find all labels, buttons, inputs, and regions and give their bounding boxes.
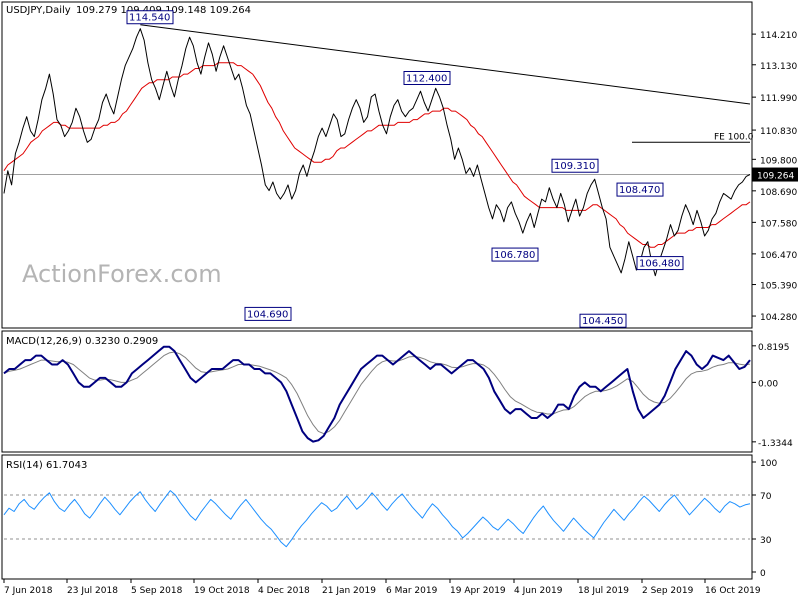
price-annotation-box xyxy=(491,247,539,262)
x-tick-label: 16 Oct 2019 xyxy=(705,586,761,596)
x-tick-label: 4 Dec 2018 xyxy=(258,586,310,596)
x-tick-label: 21 Jan 2019 xyxy=(322,586,376,596)
price-y-tick-label: 114.210 xyxy=(760,31,797,41)
price-y-tick-label: 108.690 xyxy=(760,188,797,198)
macd-series xyxy=(3,345,751,443)
price-y-tick-label: 105.390 xyxy=(760,282,797,292)
macd-y-tick-label: -1.3344 xyxy=(758,439,793,449)
x-tick-label: 18 Jul 2019 xyxy=(578,586,629,596)
x-tick-label: 5 Sep 2018 xyxy=(131,586,183,596)
price-annotation-label: 109.310 xyxy=(554,161,595,172)
price-y-tick-label: 110.830 xyxy=(760,127,797,137)
x-tick-label: 19 Oct 2018 xyxy=(194,586,250,596)
rsi-label: RSI(14) 61.7043 xyxy=(6,460,87,471)
price-axis: 114.210 113.130 111.990 110.830 109.800 108.6… xyxy=(752,31,798,323)
macd-y-tick-label: 0.8195 xyxy=(758,343,790,353)
macd-axis: 0.8195 0.00 -1.3344 xyxy=(752,343,793,449)
fe-label: FE 100.0 xyxy=(714,132,754,142)
macd-line xyxy=(3,345,751,443)
price-annotation-box xyxy=(551,158,599,173)
price-annotation-box xyxy=(579,313,627,328)
rsi-y-tick-label: 30 xyxy=(760,536,772,546)
rsi-y-tick-label: 100 xyxy=(760,459,777,469)
price-annotation-box xyxy=(636,256,684,271)
x-axis: 7 Jun 2018 23 Jul 2018 5 Sep 2018 19 Oct 20… xyxy=(3,579,761,596)
price-y-tick-label: 113.130 xyxy=(760,62,797,72)
price-tag-box xyxy=(752,167,798,182)
price-y-tick-label: 111.990 xyxy=(760,94,797,104)
price-annotation-label: 104.450 xyxy=(582,316,623,327)
macd-y-tick-label: 0.00 xyxy=(758,379,778,389)
rsi-line xyxy=(3,490,751,548)
price-annotation-label: 104.690 xyxy=(247,309,288,320)
macd-panel-frame xyxy=(1,330,753,453)
rsi-y-tick-label: 0 xyxy=(760,569,766,579)
price-annotation-box xyxy=(126,10,174,25)
price-annotation-box xyxy=(616,182,664,197)
price-annotation-label: 106.480 xyxy=(639,259,680,270)
price-annotation-label: 114.540 xyxy=(129,13,170,24)
macd-label: MACD(12,26,9) 0.3230 0.2909 xyxy=(6,336,158,347)
price-annotation-label: 112.400 xyxy=(406,74,447,85)
x-tick-label: 4 Jun 2019 xyxy=(514,586,563,596)
rsi-axis: 100 70 30 0 xyxy=(752,459,777,579)
price-y-tick-label: 107.580 xyxy=(760,219,797,229)
price-panel-frame xyxy=(1,1,753,329)
price-annotation-box xyxy=(403,71,451,85)
x-tick-label: 6 Mar 2019 xyxy=(386,586,438,596)
macd-signal-line xyxy=(3,351,751,435)
rsi-y-tick-label: 70 xyxy=(760,492,772,502)
watermark: ActionForex.com xyxy=(22,260,222,288)
x-tick-label: 19 Apr 2019 xyxy=(450,586,506,596)
trendline xyxy=(140,24,751,105)
price-series xyxy=(3,28,751,277)
price-line xyxy=(3,28,751,277)
x-tick-label: 2 Sep 2019 xyxy=(642,586,694,596)
price-y-tick-label: 109.800 xyxy=(760,156,797,166)
price-annotation-label: 106.780 xyxy=(494,250,535,261)
x-tick-label: 7 Jun 2018 xyxy=(4,586,53,596)
x-tick-label: 23 Jul 2018 xyxy=(67,586,118,596)
price-annotation-box xyxy=(244,306,292,321)
price-tag: 109.264 xyxy=(757,172,794,182)
moving-average-line xyxy=(3,62,751,248)
price-y-tick-label: 106.470 xyxy=(760,251,797,261)
price-y-tick-label: 104.280 xyxy=(760,313,797,323)
price-annotations: 114.540 112.400 109.310 108.470 106.780 106.4… xyxy=(126,10,684,328)
rsi-series xyxy=(3,490,751,548)
price-annotation-label: 108.470 xyxy=(619,185,660,196)
price-gridlines: FE 100.0 xyxy=(4,24,754,176)
symbol-label: USDJPY,Daily xyxy=(6,5,71,16)
rsi-panel-frame xyxy=(1,454,753,580)
